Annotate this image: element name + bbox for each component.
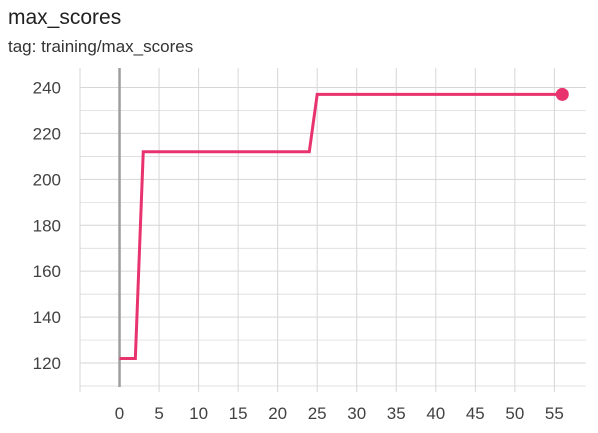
- y-tick-label: 200: [33, 170, 61, 189]
- x-tick-label: 5: [154, 404, 163, 423]
- x-tick-label: 35: [387, 404, 406, 423]
- y-tick-label: 240: [33, 78, 61, 97]
- x-tick-label: 40: [426, 404, 445, 423]
- y-tick-label: 220: [33, 124, 61, 143]
- y-tick-label: 120: [33, 354, 61, 373]
- series-markers: [555, 87, 569, 101]
- x-tick-label: 15: [229, 404, 248, 423]
- chart-tag: tag: training/max_scores: [8, 37, 194, 56]
- x-tick-label: 50: [505, 404, 524, 423]
- chart-title: max_scores: [8, 6, 122, 29]
- x-tick-label: 55: [545, 404, 564, 423]
- x-tick-label: 10: [189, 404, 208, 423]
- series-lines: [119, 92, 563, 360]
- x-tick-label: 20: [268, 404, 287, 423]
- x-tick-label: 0: [115, 404, 124, 423]
- last-point-marker: [555, 87, 569, 101]
- series-line: [119, 92, 563, 360]
- x-tick-label: 25: [308, 404, 327, 423]
- y-tick-label: 180: [33, 216, 61, 235]
- y-axis-labels: 120 140 160 180 200 220 240: [33, 78, 61, 373]
- x-axis-labels: 0 5 10 15 20 25 30 35 40 45 50 55: [115, 404, 564, 423]
- x-tick-label: 45: [466, 404, 485, 423]
- y-tick-label: 160: [33, 262, 61, 281]
- x-tick-label: 30: [347, 404, 366, 423]
- grid-lines: [79, 68, 586, 392]
- y-tick-label: 140: [33, 308, 61, 327]
